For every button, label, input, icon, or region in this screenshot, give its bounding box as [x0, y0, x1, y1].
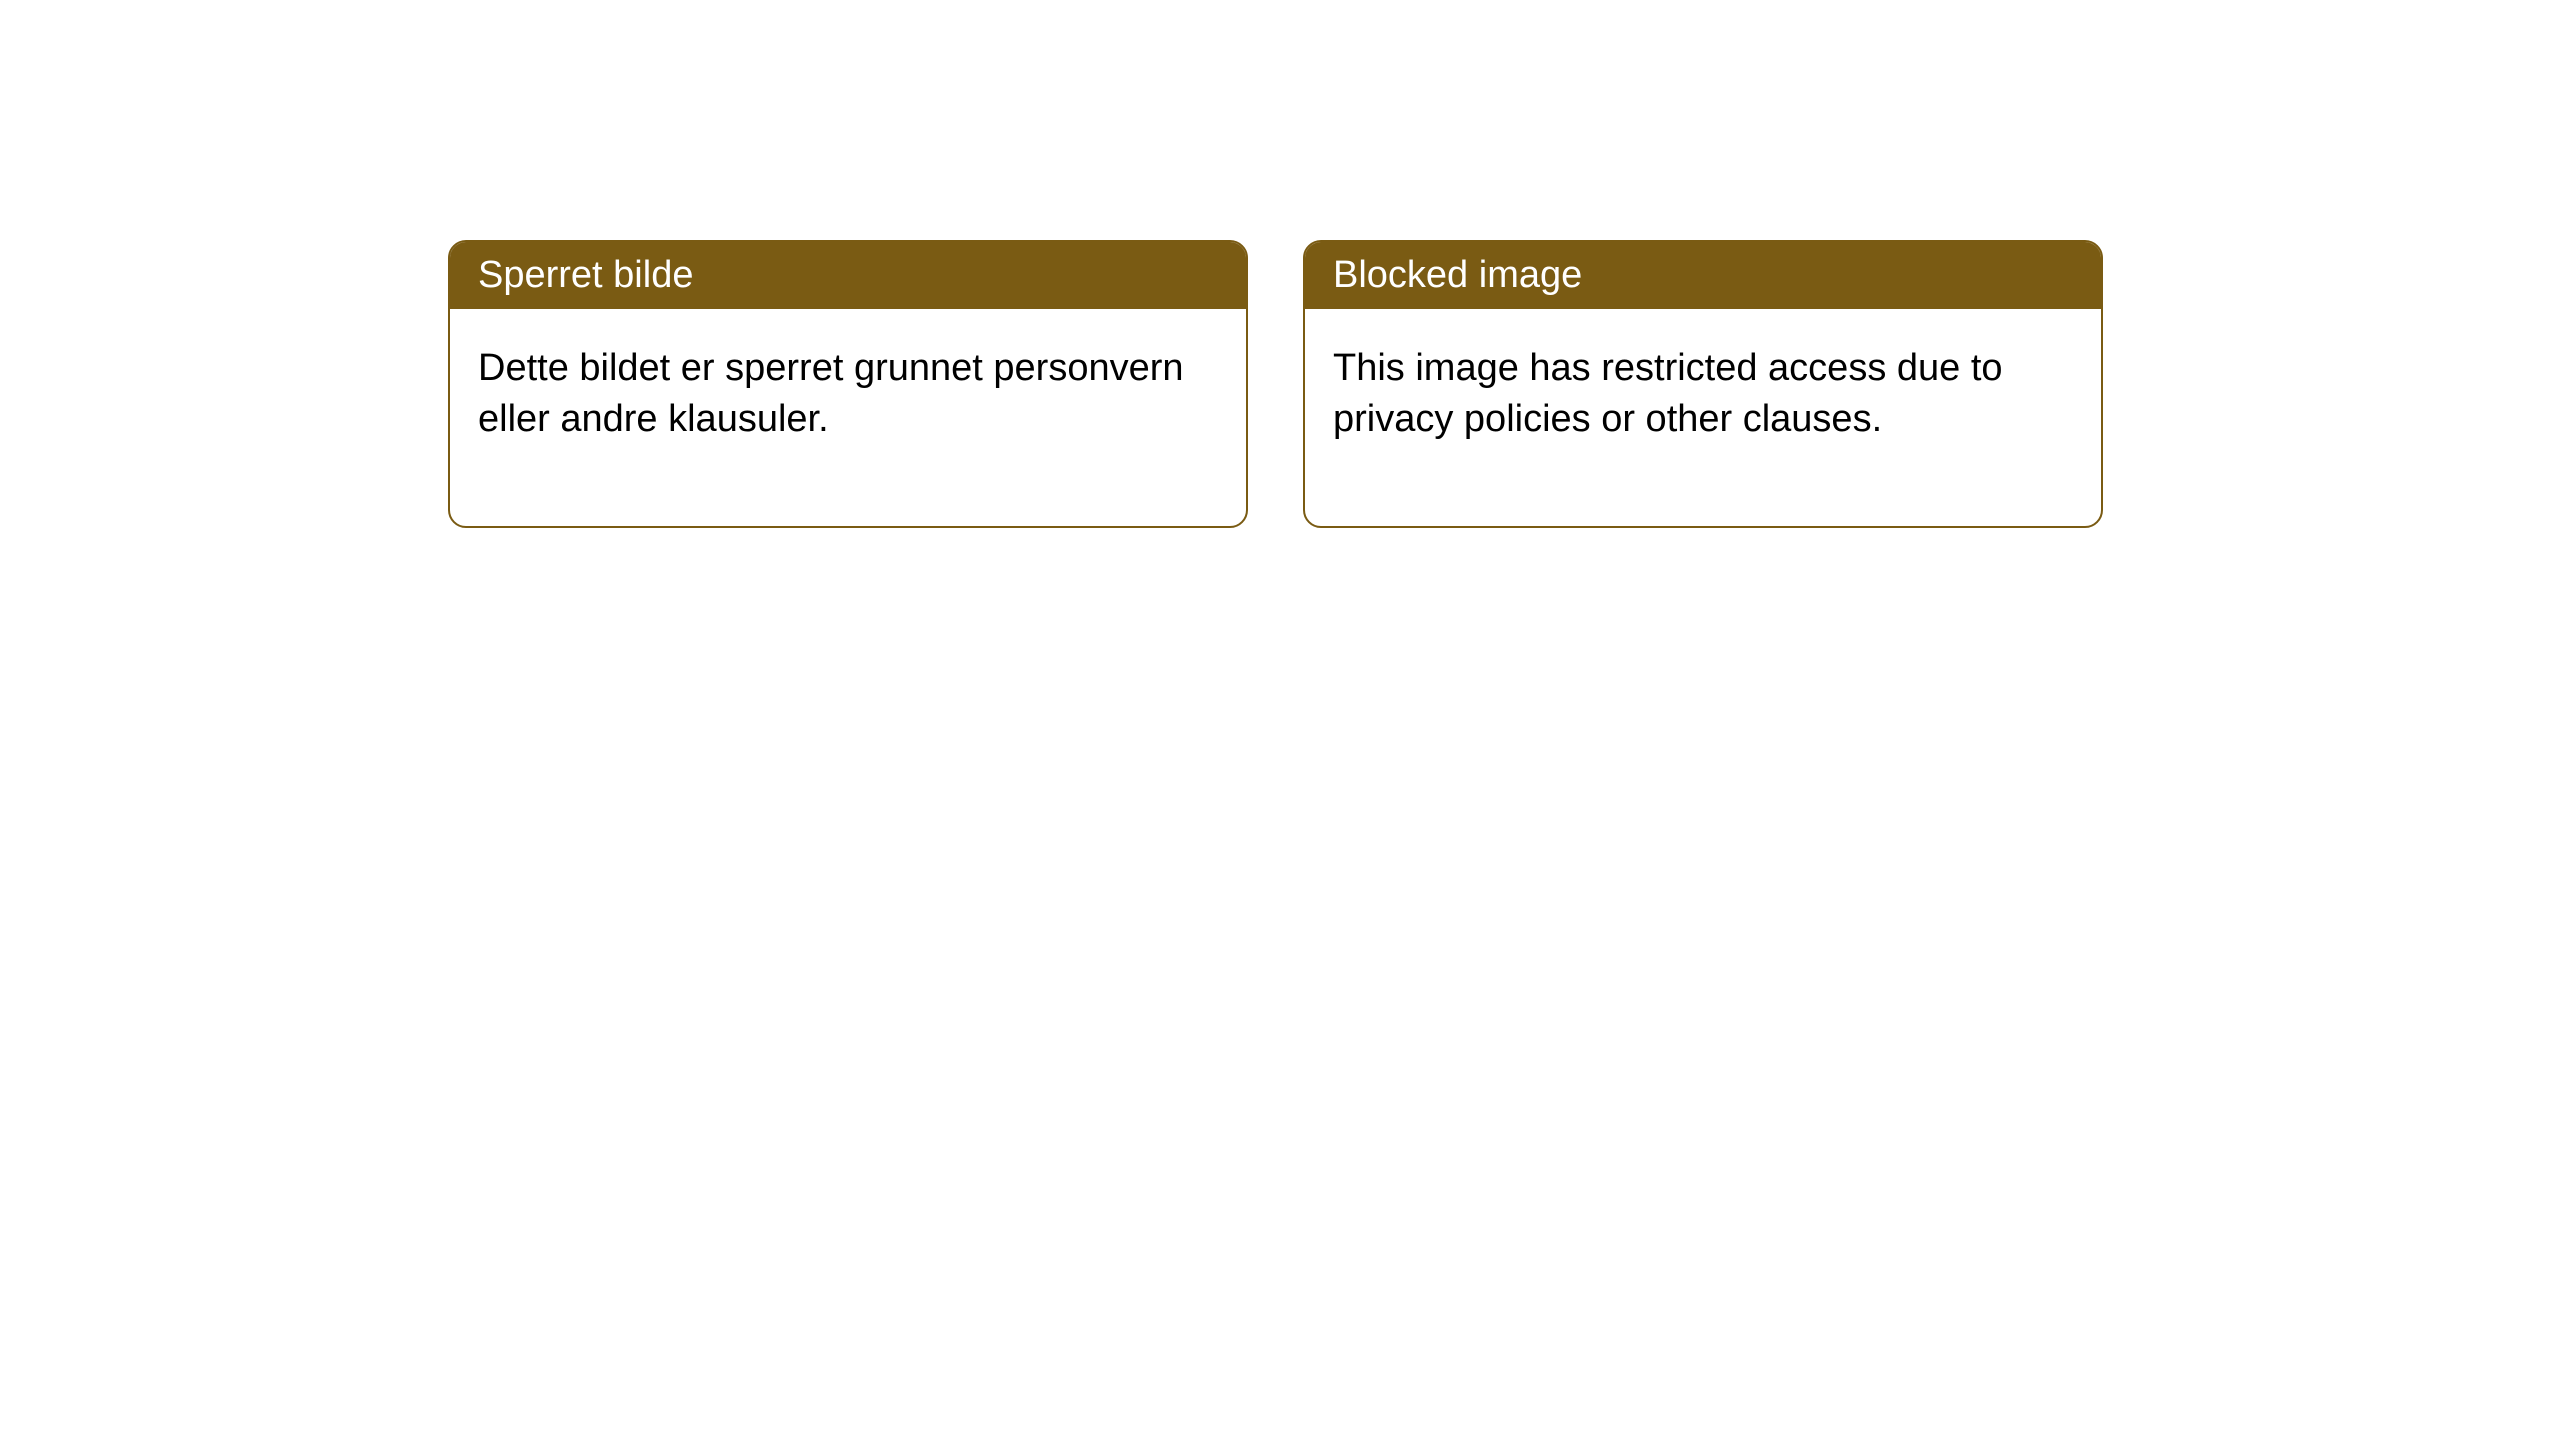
notice-card-header-en: Blocked image [1305, 242, 2101, 309]
notice-card-header-no: Sperret bilde [450, 242, 1246, 309]
notice-body-text-en: This image has restricted access due to … [1333, 347, 2003, 440]
notice-body-text-no: Dette bildet er sperret grunnet personve… [478, 347, 1184, 440]
notice-card-body-en: This image has restricted access due to … [1305, 309, 2101, 526]
notice-card-en: Blocked image This image has restricted … [1303, 240, 2103, 528]
notice-card-body-no: Dette bildet er sperret grunnet personve… [450, 309, 1246, 526]
notice-title-no: Sperret bilde [478, 254, 693, 296]
notice-title-en: Blocked image [1333, 254, 1582, 296]
notice-cards-container: Sperret bilde Dette bildet er sperret gr… [0, 0, 2560, 528]
notice-card-no: Sperret bilde Dette bildet er sperret gr… [448, 240, 1248, 528]
